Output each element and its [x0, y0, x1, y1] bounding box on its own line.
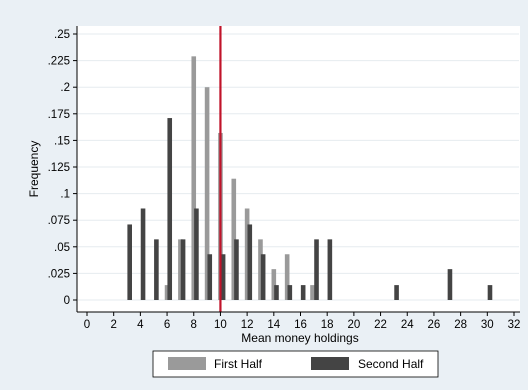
x-tick-label: 4: [137, 319, 144, 331]
y-tick-label: .1: [60, 189, 70, 201]
x-tick-label: 8: [191, 319, 197, 331]
legend-label-first-half: First Half: [214, 357, 263, 371]
bar: [260, 254, 266, 300]
bar: [194, 208, 199, 300]
bar: [258, 239, 263, 300]
x-tick-label: 24: [401, 319, 414, 331]
y-axis-ticks: 0 .025 .05 .075 .1 .125 .15 .175 .2 .225 .25: [48, 29, 77, 307]
bar: [231, 178, 237, 300]
legend-swatch-second-half: [311, 357, 349, 370]
y-tick-label: .225: [48, 56, 70, 68]
x-tick-label: 12: [241, 319, 254, 331]
plot-area: [77, 26, 520, 312]
legend-label-second-half: Second Half: [358, 357, 424, 371]
bar: [178, 239, 183, 300]
bar: [314, 239, 319, 300]
bar: [487, 285, 493, 300]
bar: [207, 254, 213, 300]
x-tick-label: 14: [267, 319, 280, 331]
bar: [191, 56, 197, 301]
bar: [287, 285, 293, 300]
y-tick-label: 0: [64, 295, 70, 307]
bar: [154, 239, 159, 300]
y-tick-label: .125: [48, 162, 70, 174]
y-tick-label: .025: [48, 268, 70, 280]
x-tick-label: 18: [321, 319, 334, 331]
legend: First Half Second Half: [152, 350, 439, 378]
y-axis-label: Frequency: [27, 141, 41, 198]
y-tick-label: .075: [48, 215, 70, 227]
x-tick-label: 2: [110, 319, 116, 331]
x-tick-label: 16: [294, 319, 307, 331]
bar: [284, 254, 290, 300]
x-tick-label: 22: [374, 319, 387, 331]
x-tick-label: 26: [428, 319, 441, 331]
bar: [310, 285, 315, 300]
x-tick-label: 10: [214, 319, 227, 331]
y-tick-label: .05: [54, 242, 70, 254]
bar: [447, 269, 453, 300]
x-tick-label: 6: [164, 319, 170, 331]
series-second-half: [127, 118, 493, 300]
grid-lines: [78, 33, 519, 301]
bar: [180, 239, 186, 300]
bar: [247, 224, 253, 300]
x-tick-label: 32: [508, 319, 521, 331]
x-tick-label: 0: [84, 319, 90, 331]
x-tick-label: 30: [481, 319, 494, 331]
bar: [127, 224, 132, 300]
y-tick-label: .15: [54, 135, 70, 147]
x-tick-label: 28: [454, 319, 467, 331]
y-tick-label: .2: [60, 82, 70, 94]
bar: [164, 285, 170, 300]
bar: [271, 269, 277, 300]
legend-swatch-first-half: [168, 357, 206, 370]
bar: [220, 254, 226, 300]
y-tick-label: .25: [54, 29, 70, 41]
bar: [274, 285, 279, 300]
x-axis-label: Mean money holdings: [241, 331, 358, 345]
bar: [244, 208, 250, 300]
bar: [167, 118, 173, 300]
bar: [394, 285, 399, 300]
bar: [234, 239, 239, 300]
bar: [204, 87, 210, 300]
y-tick-label: .175: [48, 109, 70, 121]
bar: [327, 239, 333, 300]
x-tick-label: 20: [347, 319, 360, 331]
bar: [300, 285, 306, 300]
axes: [76, 26, 520, 313]
bar: [140, 208, 146, 300]
x-axis-ticks: 0 2 4 6 8 10 12 14 16 18 20 22 24 26 28 30 32: [84, 312, 521, 331]
